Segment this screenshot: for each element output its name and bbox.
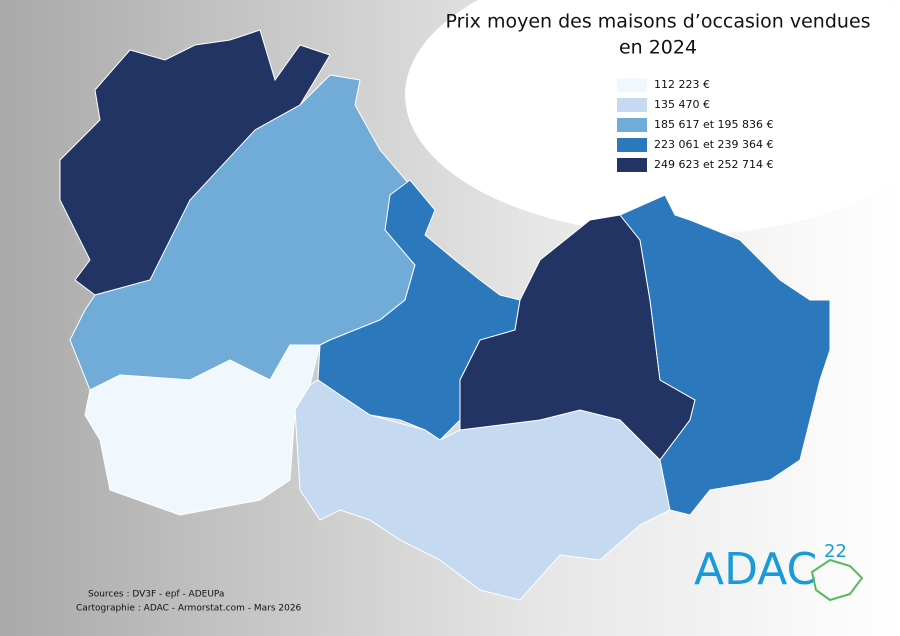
legend: 112 223 € 135 470 € 185 617 et 195 836 € 22… [617, 78, 774, 172]
region [619, 194, 831, 516]
legend-label: 249 623 et 252 714 € [654, 158, 774, 171]
logo-text: ADAC [694, 544, 817, 595]
logo: ADAC 22 [694, 541, 864, 602]
legend-swatch [617, 118, 647, 132]
legend-swatch [617, 78, 647, 92]
legend-label: 223 061 et 239 364 € [654, 138, 774, 151]
legend-label: 135 470 € [654, 98, 710, 111]
region [59, 29, 331, 296]
region [317, 179, 521, 441]
credits: Cartographie : ADAC - Armorstat.com - Ma… [76, 604, 302, 614]
legend-label: 185 617 et 195 836 € [654, 118, 774, 131]
legend-label: 112 223 € [654, 78, 710, 91]
legend-swatch [617, 158, 647, 172]
legend-swatch [617, 98, 647, 112]
regions [59, 29, 831, 601]
title-backdrop [405, 0, 900, 235]
sources: Sources : DV3F - epf - ADEUPa [88, 590, 224, 600]
title: Prix moyen des maisons d’occasion vendue… [445, 11, 870, 33]
logo-shape [810, 558, 864, 602]
title: en 2024 [619, 37, 697, 59]
logo-superscript: 22 [824, 541, 847, 562]
region [294, 379, 671, 601]
legend-swatch [617, 138, 647, 152]
